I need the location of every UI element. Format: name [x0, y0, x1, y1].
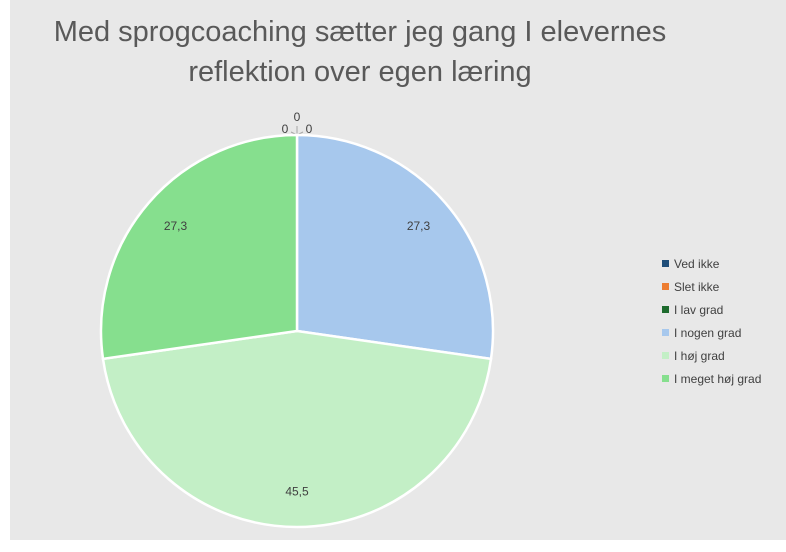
- legend: Ved ikke Slet ikke I lav grad I nogen grad I…: [662, 252, 761, 390]
- legend-swatch: [662, 375, 669, 382]
- data-label-ved-ikke: 0: [282, 122, 289, 136]
- legend-item-i-h-j-grad: I høj grad: [662, 344, 761, 367]
- legend-item-i-meget-h-j-grad: I meget høj grad: [662, 367, 761, 390]
- data-label-i-h-j-grad: 45,5: [285, 485, 309, 499]
- chart-area: Med sprogcoaching sætter jeg gang I elev…: [10, 0, 786, 540]
- legend-label: Slet ikke: [674, 279, 720, 294]
- chart-title-line-1: Med sprogcoaching sætter jeg gang I elev…: [53, 16, 667, 48]
- legend-swatch: [662, 329, 669, 336]
- chart-title: Med sprogcoaching sætter jeg gang I elev…: [30, 12, 690, 92]
- legend-swatch: [662, 306, 669, 313]
- legend-label: I meget høj grad: [674, 371, 762, 386]
- legend-item-slet-ikke: Slet ikke: [662, 275, 761, 298]
- legend-swatch: [662, 352, 669, 359]
- pie-slice-i-meget-h-j-grad: [99, 133, 299, 361]
- data-label-i-nogen-grad: 27,3: [407, 219, 431, 233]
- legend-item-ved-ikke: Ved ikke: [662, 252, 761, 275]
- data-label-slet-ikke: 0: [294, 110, 301, 124]
- data-label-i-lav-grad: 0: [306, 122, 313, 136]
- legend-label: Ved ikke: [674, 256, 720, 271]
- pie-slice-i-nogen-grad: [295, 133, 495, 361]
- legend-item-i-lav-grad: I lav grad: [662, 298, 761, 321]
- legend-label: I lav grad: [674, 302, 724, 317]
- legend-label: I høj grad: [674, 348, 725, 363]
- legend-item-i-nogen-grad: I nogen grad: [662, 321, 761, 344]
- pie-slice-i-h-j-grad: [101, 329, 493, 529]
- legend-swatch: [662, 260, 669, 267]
- legend-label: I nogen grad: [674, 325, 742, 340]
- chart-title-line-2: reflektion over egen læring: [188, 56, 532, 88]
- data-label-i-meget-h-j-grad: 27,3: [164, 219, 188, 233]
- legend-swatch: [662, 283, 669, 290]
